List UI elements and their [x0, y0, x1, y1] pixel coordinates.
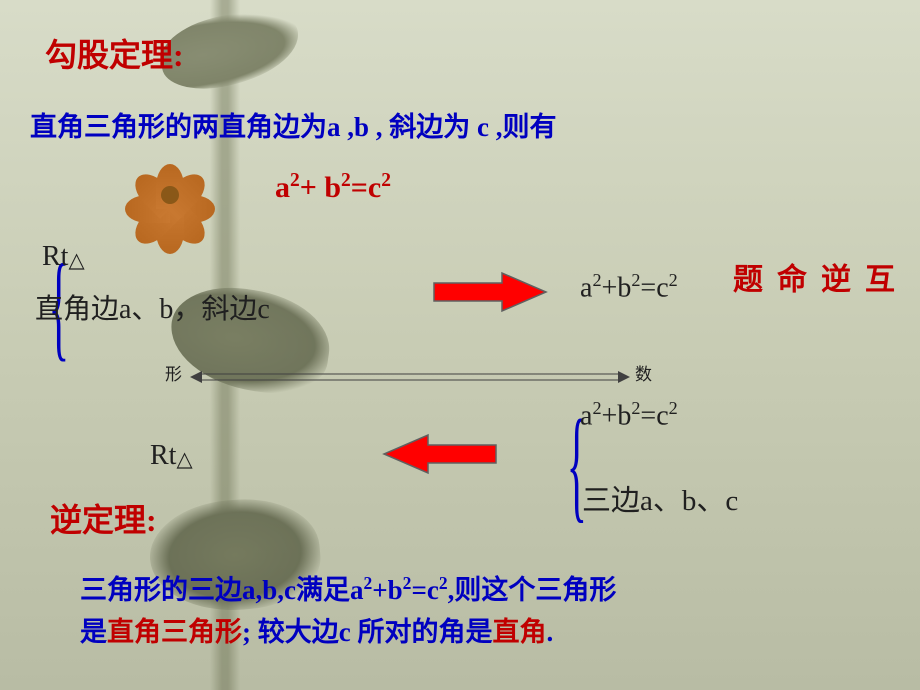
f3-c: =c	[640, 400, 668, 431]
formula-right-lower: a2+b2=c2	[580, 398, 678, 432]
theorem-title: 勾股定理:	[45, 30, 184, 76]
vertical-label: 互逆命题	[722, 263, 898, 301]
inv-red2: 直角	[492, 617, 546, 647]
inv-p7: .	[546, 617, 553, 647]
shape-label: 形	[165, 360, 182, 385]
rt-label: Rt	[42, 241, 68, 272]
rt2-label: Rt	[150, 440, 176, 471]
formula-plusb: + b	[300, 171, 341, 204]
theorem-statement: 直角三角形的两直角边为a ,b , 斜边为 c ,则有	[30, 105, 557, 144]
inv-p5: 是	[80, 617, 107, 647]
inv-red1: 直角三角形	[107, 617, 242, 647]
inverse-title: 逆定理:	[50, 495, 157, 541]
arrow-left-icon	[380, 432, 500, 476]
rt-sides-text: 直角边a、b，斜边c	[35, 283, 270, 336]
formula-a: a	[275, 171, 290, 204]
f3-b: +b	[602, 400, 632, 431]
thin-double-arrow-icon	[190, 370, 630, 384]
f2-b: +b	[602, 272, 632, 303]
inv-p1: 三角形的三边a,b,c满足a	[80, 575, 364, 605]
inv-p4: ,则这个三角形	[448, 575, 617, 605]
triangle-icon: △	[68, 248, 84, 272]
main-formula: a2+ b2=c2	[275, 170, 391, 205]
rt-triangle-lower: Rt△	[150, 440, 193, 472]
number-label: 数	[635, 360, 652, 385]
inv-p6: ; 较大边c 所对的角是	[242, 617, 492, 647]
inv-p2: +b	[372, 575, 402, 605]
rt-triangle-block: Rt△ 直角边a、b，斜边c	[35, 230, 270, 336]
formula-right-upper: a2+b2=c2	[580, 270, 678, 304]
f2-c: =c	[640, 272, 668, 303]
f2-a: a	[580, 272, 592, 303]
f3-a: a	[580, 400, 592, 431]
formula-eqc: =c	[351, 171, 381, 204]
inv-p3: =c	[411, 575, 438, 605]
arrow-right-icon	[430, 270, 550, 314]
three-sides-text: 三边a、b、c	[582, 477, 738, 519]
triangle-icon-2: △	[176, 447, 192, 471]
inverse-statement: 三角形的三边a,b,c满足a2+b2=c2,则这个三角形 是直角三角形; 较大边…	[80, 570, 616, 654]
flower-decoration	[115, 155, 225, 235]
